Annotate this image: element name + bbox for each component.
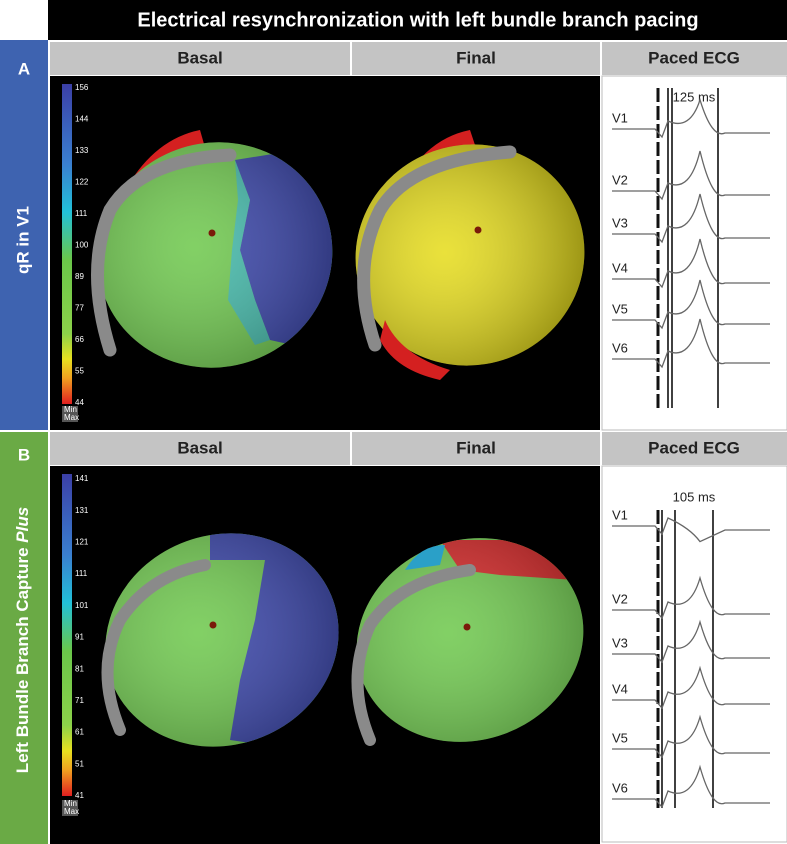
- colorbar-tick-label: 144: [75, 115, 89, 124]
- panel-letter: B: [18, 445, 30, 464]
- colorbar-tick-label: 141: [75, 474, 89, 483]
- ecg-trace: [612, 97, 770, 139]
- colorbar-tick-label: 55: [75, 367, 84, 376]
- ecg-trace: [612, 665, 770, 710]
- column-title: Basal: [177, 438, 222, 457]
- ecg-trace: [612, 238, 770, 289]
- colorbar-tick-label: 122: [75, 178, 89, 187]
- column-title: Final: [456, 438, 496, 457]
- column-header: [50, 42, 350, 75]
- ecg-interval: 125 ms: [673, 89, 716, 104]
- ecg-trace: [612, 714, 770, 759]
- title-bar: [48, 0, 787, 40]
- ecg-lead-label: V2: [612, 172, 628, 187]
- ecg-lead-label: V4: [612, 260, 628, 275]
- activation-map: [355, 130, 585, 380]
- column-header: [602, 432, 787, 465]
- colorbar-tick-label: 100: [75, 241, 89, 250]
- colorbar-tick-label: 91: [75, 633, 84, 642]
- side-band: [0, 432, 48, 844]
- colorbar-tick-label: 61: [75, 728, 84, 737]
- column-header: [602, 42, 787, 75]
- ecg-trace: [612, 619, 770, 664]
- ecg-lead-label: V3: [612, 215, 628, 230]
- colorbar-min: Min: [64, 799, 77, 808]
- colorbar-tick-label: 71: [75, 696, 84, 705]
- column-title: Paced ECG: [648, 438, 740, 457]
- column-title: Paced ECG: [648, 48, 740, 67]
- ecg-lead-label: V6: [612, 780, 628, 795]
- column-header: [352, 42, 600, 75]
- colorbar-max: Max: [64, 807, 79, 816]
- colorbar-tick-label: 81: [75, 664, 84, 673]
- side-label: qR in V1: [13, 206, 32, 274]
- ecg-lead-label: V3: [612, 635, 628, 650]
- ecg-lead-label: V1: [612, 110, 628, 125]
- ecg-trace: [612, 150, 770, 201]
- ecg-trace: [612, 193, 770, 244]
- side-label: Left Bundle Branch Capture Plus: [13, 507, 32, 773]
- ecg-lead-label: V4: [612, 681, 628, 696]
- column-header: [50, 432, 350, 465]
- minmax-box: [62, 406, 78, 422]
- ecg-lead-label: V5: [612, 730, 628, 745]
- colorbar-tick-label: 121: [75, 538, 89, 547]
- ecg-trace: [612, 517, 770, 543]
- colorbar: [62, 84, 72, 404]
- colorbar-tick-label: 41: [75, 791, 84, 800]
- column-title: Basal: [177, 48, 222, 67]
- colorbar: [62, 474, 72, 796]
- side-label-text: Left Bundle Branch Capture: [13, 547, 32, 773]
- colorbar-tick-label: 101: [75, 601, 89, 610]
- colorbar-max: Max: [64, 413, 79, 422]
- ecg-trace: [612, 764, 770, 809]
- ecg-trace: [612, 318, 770, 369]
- ecg-trace: [612, 279, 770, 330]
- colorbar-tick-label: 111: [75, 569, 88, 578]
- colorbar-tick-label: 89: [75, 272, 84, 281]
- colorbar-tick-label: 156: [75, 83, 89, 92]
- colorbar-tick-label: 77: [75, 304, 84, 313]
- ecg-trace: [612, 575, 770, 620]
- ecg-lead-label: V2: [612, 591, 628, 606]
- side-label-italic: Plus: [13, 507, 32, 543]
- colorbar-tick-label: 133: [75, 146, 89, 155]
- ecg-lead-label: V5: [612, 301, 628, 316]
- title: Electrical resynchronization with left b…: [137, 9, 698, 31]
- colorbar-tick-label: 111: [75, 209, 88, 218]
- colorbar-tick-label: 131: [75, 506, 89, 515]
- ecg-lead-label: V6: [612, 340, 628, 355]
- ecg-lead-label: V1: [612, 507, 628, 522]
- colorbar-tick-label: 66: [75, 335, 84, 344]
- side-band: [0, 40, 48, 430]
- ecg-area: [601, 75, 787, 431]
- colorbar-min: Min: [64, 405, 77, 414]
- colorbar-tick-label: 51: [75, 759, 84, 768]
- column-title: Final: [456, 48, 496, 67]
- column-header: [352, 432, 600, 465]
- panel-letter: A: [18, 59, 30, 78]
- ecg-interval: 105 ms: [673, 489, 716, 504]
- colorbar-tick-label: 44: [75, 398, 84, 407]
- minmax-box: [62, 800, 78, 816]
